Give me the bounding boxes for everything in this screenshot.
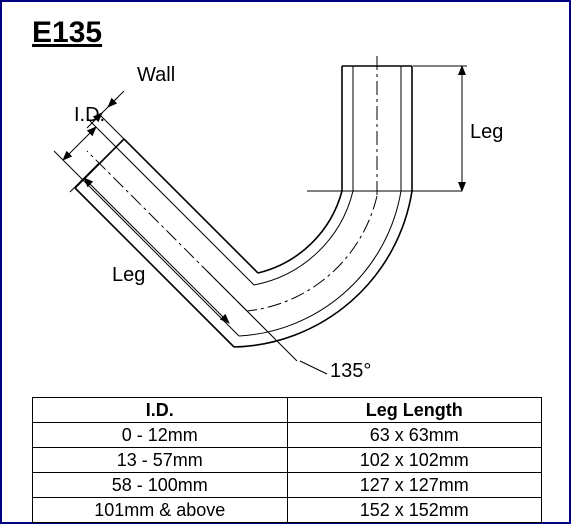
table-row: 13 - 57mm 102 x 102mm [33, 448, 542, 473]
label-leg-left: Leg [112, 264, 145, 287]
col-leg-header: Leg Length [287, 398, 542, 423]
label-leg-right: Leg [470, 121, 503, 144]
part-title: E135 [32, 16, 102, 50]
cell-id: 101mm & above [33, 498, 288, 523]
elbow-svg [42, 56, 522, 386]
cell-leg: 127 x 127mm [287, 473, 542, 498]
table-header-row: I.D. Leg Length [33, 398, 542, 423]
elbow-diagram: Wall I.D. Leg Leg 135° [42, 56, 522, 386]
cell-leg: 102 x 102mm [287, 448, 542, 473]
cell-id: 13 - 57mm [33, 448, 288, 473]
cell-leg: 152 x 152mm [287, 498, 542, 523]
label-wall: Wall [137, 64, 175, 87]
spec-table: I.D. Leg Length 0 - 12mm 63 x 63mm 13 - … [32, 397, 542, 523]
col-id-header: I.D. [33, 398, 288, 423]
label-id: I.D. [74, 104, 105, 127]
table-row: 101mm & above 152 x 152mm [33, 498, 542, 523]
page-frame: E135 [0, 0, 571, 524]
table-row: 0 - 12mm 63 x 63mm [33, 423, 542, 448]
cell-id: 0 - 12mm [33, 423, 288, 448]
label-angle: 135° [330, 360, 371, 383]
table-row: 58 - 100mm 127 x 127mm [33, 473, 542, 498]
cell-leg: 63 x 63mm [287, 423, 542, 448]
cell-id: 58 - 100mm [33, 473, 288, 498]
